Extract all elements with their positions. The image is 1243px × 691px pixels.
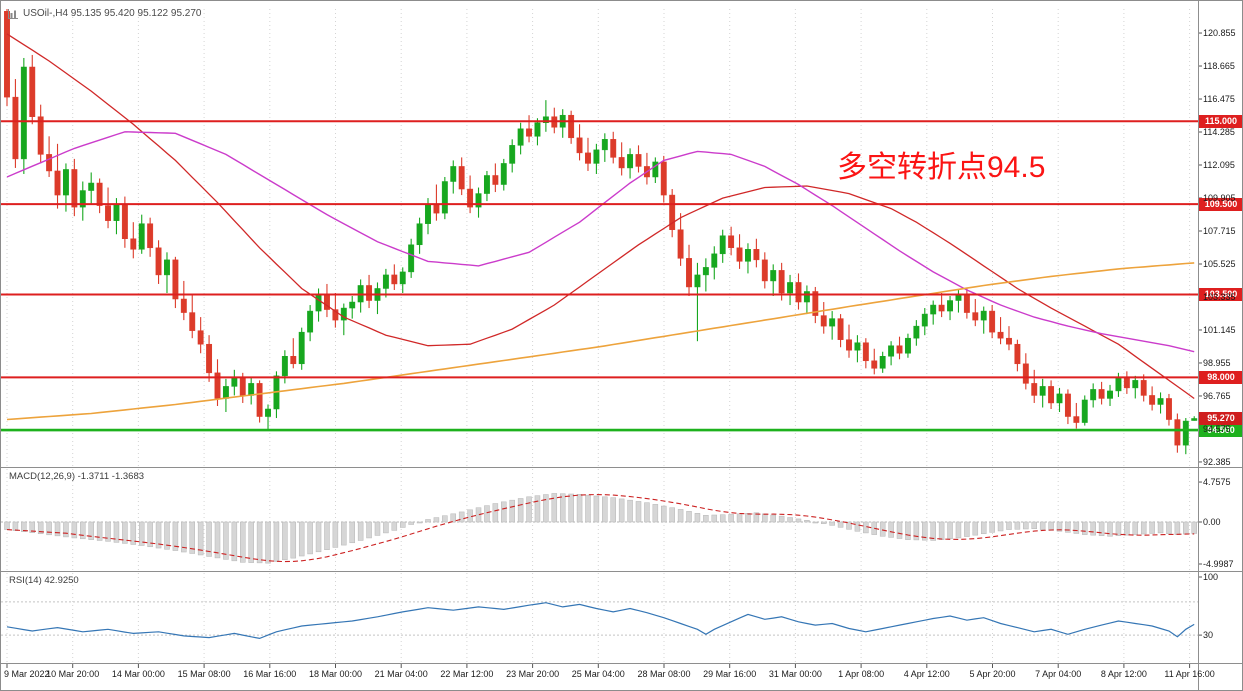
time-axis[interactable]	[1, 664, 1242, 690]
macd-label: MACD(12,26,9) -1.3711 -1.3683	[9, 471, 145, 482]
price-axis[interactable]	[1198, 1, 1242, 664]
ma-long-orange	[6, 262, 1195, 421]
horizontal-lines	[1, 120, 1198, 432]
rsi-panel	[1, 601, 1198, 640]
chart-icon	[8, 9, 18, 19]
axis-ticks	[6, 32, 1202, 668]
rsi-label: RSI(14) 42.9250	[9, 575, 79, 586]
moving-averages	[6, 33, 1195, 421]
macd-signal-line	[6, 494, 1195, 563]
macd-panel	[1, 493, 1198, 564]
annotation-text[interactable]: 多空转折点94.5	[837, 151, 1046, 184]
ma-fast-red	[6, 33, 1195, 400]
time-gridlines	[6, 9, 1191, 663]
ma-slow-magenta	[6, 131, 1195, 353]
symbol-ohlc-label: USOil-,H4 95.135 95.420 95.122 95.270	[23, 8, 202, 19]
candlestick-series	[4, 9, 1198, 455]
rsi-line	[6, 602, 1195, 640]
